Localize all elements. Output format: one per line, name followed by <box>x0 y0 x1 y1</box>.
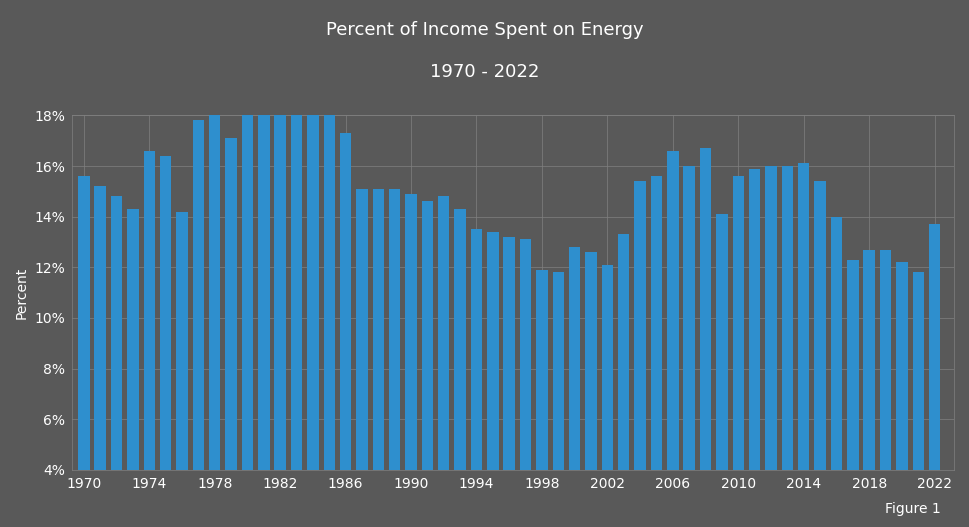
Bar <box>895 262 907 470</box>
Bar <box>274 67 286 470</box>
Bar <box>601 265 612 470</box>
Bar <box>291 82 302 470</box>
Bar <box>715 214 727 470</box>
Bar <box>422 201 433 470</box>
Bar <box>405 194 417 470</box>
Bar <box>519 239 531 470</box>
Bar <box>781 166 793 470</box>
Bar <box>127 209 139 470</box>
Bar <box>160 156 172 470</box>
Bar <box>683 166 694 470</box>
Bar <box>928 225 939 470</box>
Bar <box>862 250 874 470</box>
Bar <box>339 133 351 470</box>
Bar <box>193 121 203 470</box>
Bar <box>258 47 269 470</box>
Bar <box>829 217 841 470</box>
Bar <box>110 197 122 470</box>
Bar <box>699 148 710 470</box>
Bar <box>536 270 547 470</box>
Bar <box>486 232 498 470</box>
Bar <box>470 229 482 470</box>
Bar <box>552 272 563 470</box>
Bar <box>650 176 662 470</box>
Text: Figure 1: Figure 1 <box>885 502 940 516</box>
Bar <box>732 176 743 470</box>
Bar <box>617 235 629 470</box>
Bar <box>78 176 89 470</box>
Bar <box>765 166 776 470</box>
Bar <box>208 115 220 470</box>
Bar <box>569 247 579 470</box>
Bar <box>94 186 106 470</box>
Text: Percent of Income Spent on Energy: Percent of Income Spent on Energy <box>326 21 643 39</box>
Bar <box>879 250 891 470</box>
Bar <box>438 197 449 470</box>
Bar <box>634 181 645 470</box>
Bar <box>241 103 253 470</box>
Bar <box>372 189 384 470</box>
Bar <box>389 189 400 470</box>
Bar <box>667 151 678 470</box>
Bar <box>912 272 923 470</box>
Bar <box>324 115 334 470</box>
Bar <box>176 212 188 470</box>
Bar <box>143 151 155 470</box>
Bar <box>453 209 465 470</box>
Bar <box>814 181 825 470</box>
Text: 1970 - 2022: 1970 - 2022 <box>430 63 539 81</box>
Bar <box>503 237 515 470</box>
Bar <box>748 169 760 470</box>
Bar <box>356 189 367 470</box>
Bar <box>846 260 858 470</box>
Y-axis label: Percent: Percent <box>15 267 29 319</box>
Bar <box>225 138 236 470</box>
Bar <box>584 252 596 470</box>
Bar <box>797 163 808 470</box>
Bar <box>307 70 318 470</box>
